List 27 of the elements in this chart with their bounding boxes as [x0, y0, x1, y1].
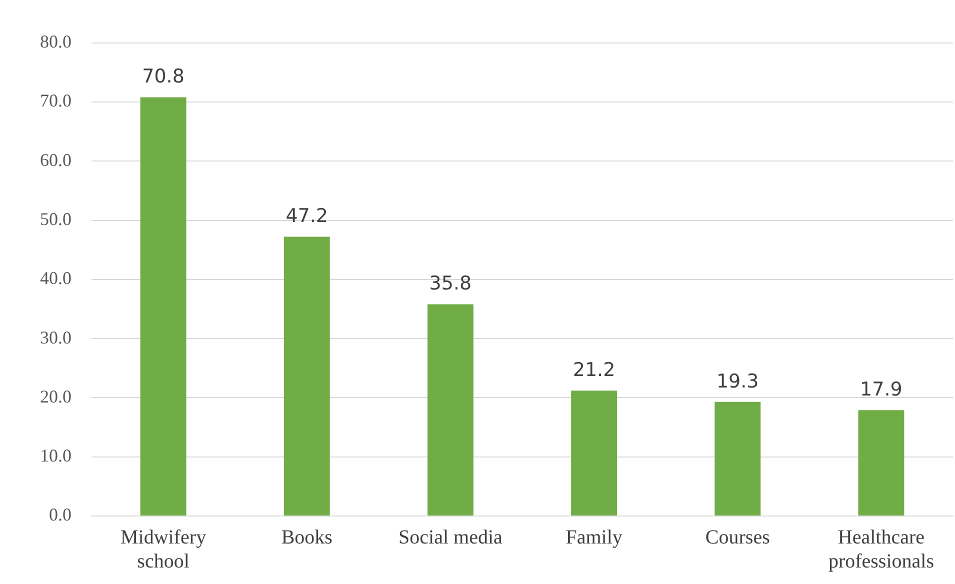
- x-tick-label: Books: [281, 526, 333, 548]
- bar: [571, 390, 618, 516]
- bar: [714, 402, 761, 516]
- data-label: 21.2: [572, 359, 616, 382]
- data-label: 35.8: [429, 272, 472, 295]
- y-tick-label: 50.0: [40, 208, 72, 229]
- x-tick-label: Midwifery school: [120, 526, 206, 572]
- y-tick-label: 70.0: [40, 90, 72, 111]
- y-tick-label: 30.0: [40, 327, 72, 348]
- x-tick-label: Social media: [398, 526, 503, 548]
- x-tick-label: Healthcare professionals: [828, 526, 934, 572]
- x-tick-label: Family: [566, 526, 622, 548]
- bar: [858, 410, 904, 516]
- y-tick-label: 40.0: [40, 268, 72, 288]
- data-label: 47.2: [286, 205, 328, 228]
- y-tick-label: 80.0: [40, 32, 72, 52]
- bar: [140, 97, 186, 516]
- bar: [427, 304, 474, 516]
- y-tick-label: 60.0: [40, 150, 72, 170]
- bar: [284, 236, 330, 516]
- y-tick-label: 0.0: [49, 504, 72, 525]
- y-tick-label: 20.0: [40, 386, 72, 406]
- x-tick-label: Courses: [705, 526, 770, 548]
- y-tick-label: 10.0: [40, 446, 72, 466]
- data-label: 17.9: [860, 378, 902, 401]
- data-label: 19.3: [716, 370, 759, 392]
- data-label: 70.8: [142, 66, 184, 88]
